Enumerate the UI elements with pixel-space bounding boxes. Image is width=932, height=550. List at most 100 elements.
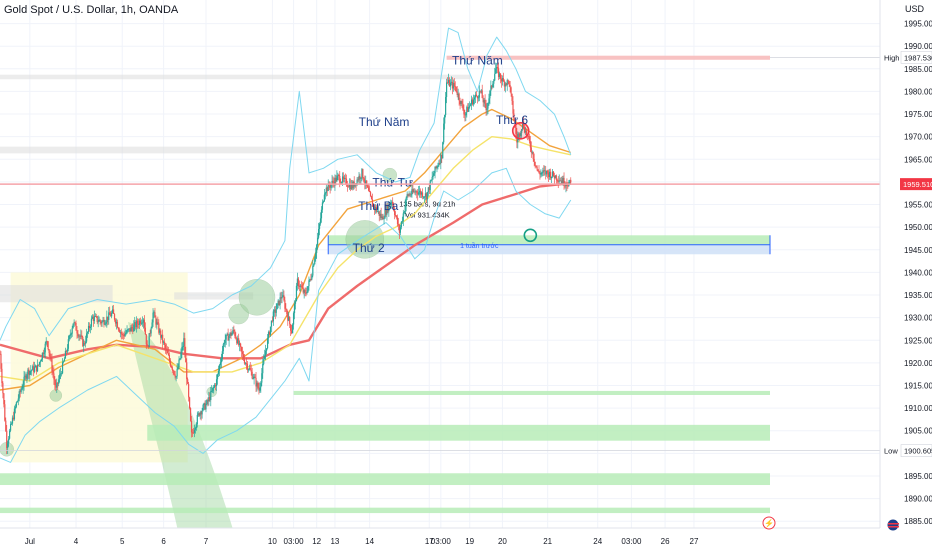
- price-tick-label: 1925.000: [904, 336, 932, 345]
- time-tick-label: 03:00: [621, 537, 642, 546]
- candle-body: [93, 316, 95, 322]
- candle-body: [161, 334, 163, 338]
- candle-body: [120, 331, 122, 334]
- candle-body: [380, 213, 382, 218]
- candle-body: [243, 359, 246, 364]
- time-tick-label: 24: [593, 537, 602, 546]
- candle-body: [77, 333, 79, 337]
- day-annotation: Thứ 2: [353, 241, 385, 255]
- candle-body: [319, 218, 322, 224]
- candle-body: [309, 279, 311, 281]
- candle-body: [35, 365, 37, 368]
- candle-body: [537, 169, 539, 172]
- candle-body: [557, 180, 559, 182]
- candle-body: [129, 328, 131, 332]
- candle-body: [382, 216, 384, 220]
- day-annotation: Thứ 6: [496, 113, 528, 127]
- candle-body: [510, 87, 512, 94]
- time-tick-label: 12: [312, 537, 321, 546]
- candle-body: [296, 278, 299, 286]
- candle-body: [54, 379, 56, 386]
- candle-body: [212, 387, 214, 391]
- candle-body: [528, 136, 530, 142]
- low-value-bg: [900, 444, 932, 457]
- candle-body: [399, 227, 401, 233]
- candlesticks: [0, 62, 572, 455]
- candle-body: [270, 320, 273, 327]
- candle-body: [122, 334, 124, 336]
- candle-body: [563, 177, 565, 186]
- candle-body: [35, 365, 38, 372]
- candle-body: [102, 320, 104, 322]
- candle-body: [374, 206, 376, 210]
- candle-body: [351, 183, 353, 189]
- candle-body: [71, 328, 73, 334]
- candle-body: [429, 180, 431, 191]
- candle-body: [38, 362, 41, 365]
- candle-body: [517, 137, 519, 143]
- candle-body: [265, 350, 267, 357]
- candle-body: [566, 184, 568, 186]
- candle-body: [203, 403, 205, 406]
- candle-body: [407, 194, 409, 196]
- high-tag-label: High: [884, 53, 899, 62]
- price-tick-label: 1945.000: [904, 246, 932, 255]
- lightning-icon-bg: [762, 516, 776, 530]
- candle-body: [368, 187, 370, 191]
- candle-body: [194, 427, 196, 430]
- candle-body: [545, 170, 547, 175]
- candle-body: [227, 333, 229, 341]
- candle-body: [204, 403, 206, 410]
- candle-body: [346, 185, 349, 187]
- currency-label[interactable]: USD: [905, 4, 925, 14]
- candle-body: [393, 204, 395, 211]
- candle-body: [138, 320, 141, 325]
- candle-body: [26, 374, 28, 379]
- candle-body: [555, 175, 557, 180]
- candle-body: [286, 309, 288, 315]
- candle-body: [116, 321, 119, 328]
- candle-body: [479, 90, 481, 92]
- candle-body: [189, 397, 191, 409]
- candle-body: [475, 94, 478, 97]
- candle-body: [225, 334, 227, 340]
- candle-body: [377, 211, 379, 213]
- candle-body: [278, 300, 280, 306]
- candle-body: [444, 115, 446, 124]
- candle-body: [108, 312, 110, 320]
- candle-body: [535, 165, 537, 167]
- candle-body: [267, 331, 270, 339]
- candle-body: [201, 410, 203, 415]
- candle-body: [324, 193, 326, 195]
- candle-body: [486, 108, 488, 110]
- candle-body: [449, 82, 452, 87]
- candle-body: [437, 165, 439, 167]
- price-tick-label: 1885.000: [904, 517, 932, 526]
- candle-body: [97, 321, 99, 323]
- candle-body: [8, 438, 10, 444]
- candle-body: [43, 352, 45, 355]
- candle-body: [556, 179, 558, 181]
- candle-body: [462, 103, 464, 110]
- candle-body: [236, 338, 238, 344]
- candle-body: [457, 93, 459, 95]
- candle-body: [20, 389, 22, 393]
- candle-body: [99, 319, 101, 322]
- candle-body: [58, 379, 60, 384]
- candle-body: [197, 413, 199, 416]
- candle-body: [349, 183, 351, 190]
- time-tick-label: 03:00: [284, 537, 305, 546]
- candle-body: [519, 133, 521, 136]
- candle-body: [538, 171, 540, 173]
- candle-body: [297, 278, 299, 287]
- candle-body: [11, 417, 14, 424]
- candle-body: [338, 174, 340, 177]
- candle-body: [195, 424, 197, 428]
- candle-body: [95, 316, 97, 317]
- candle-body: [74, 322, 76, 324]
- candle-body: [549, 171, 552, 179]
- candle-body: [331, 180, 333, 185]
- candle-body: [344, 178, 347, 179]
- candle-body: [185, 352, 187, 363]
